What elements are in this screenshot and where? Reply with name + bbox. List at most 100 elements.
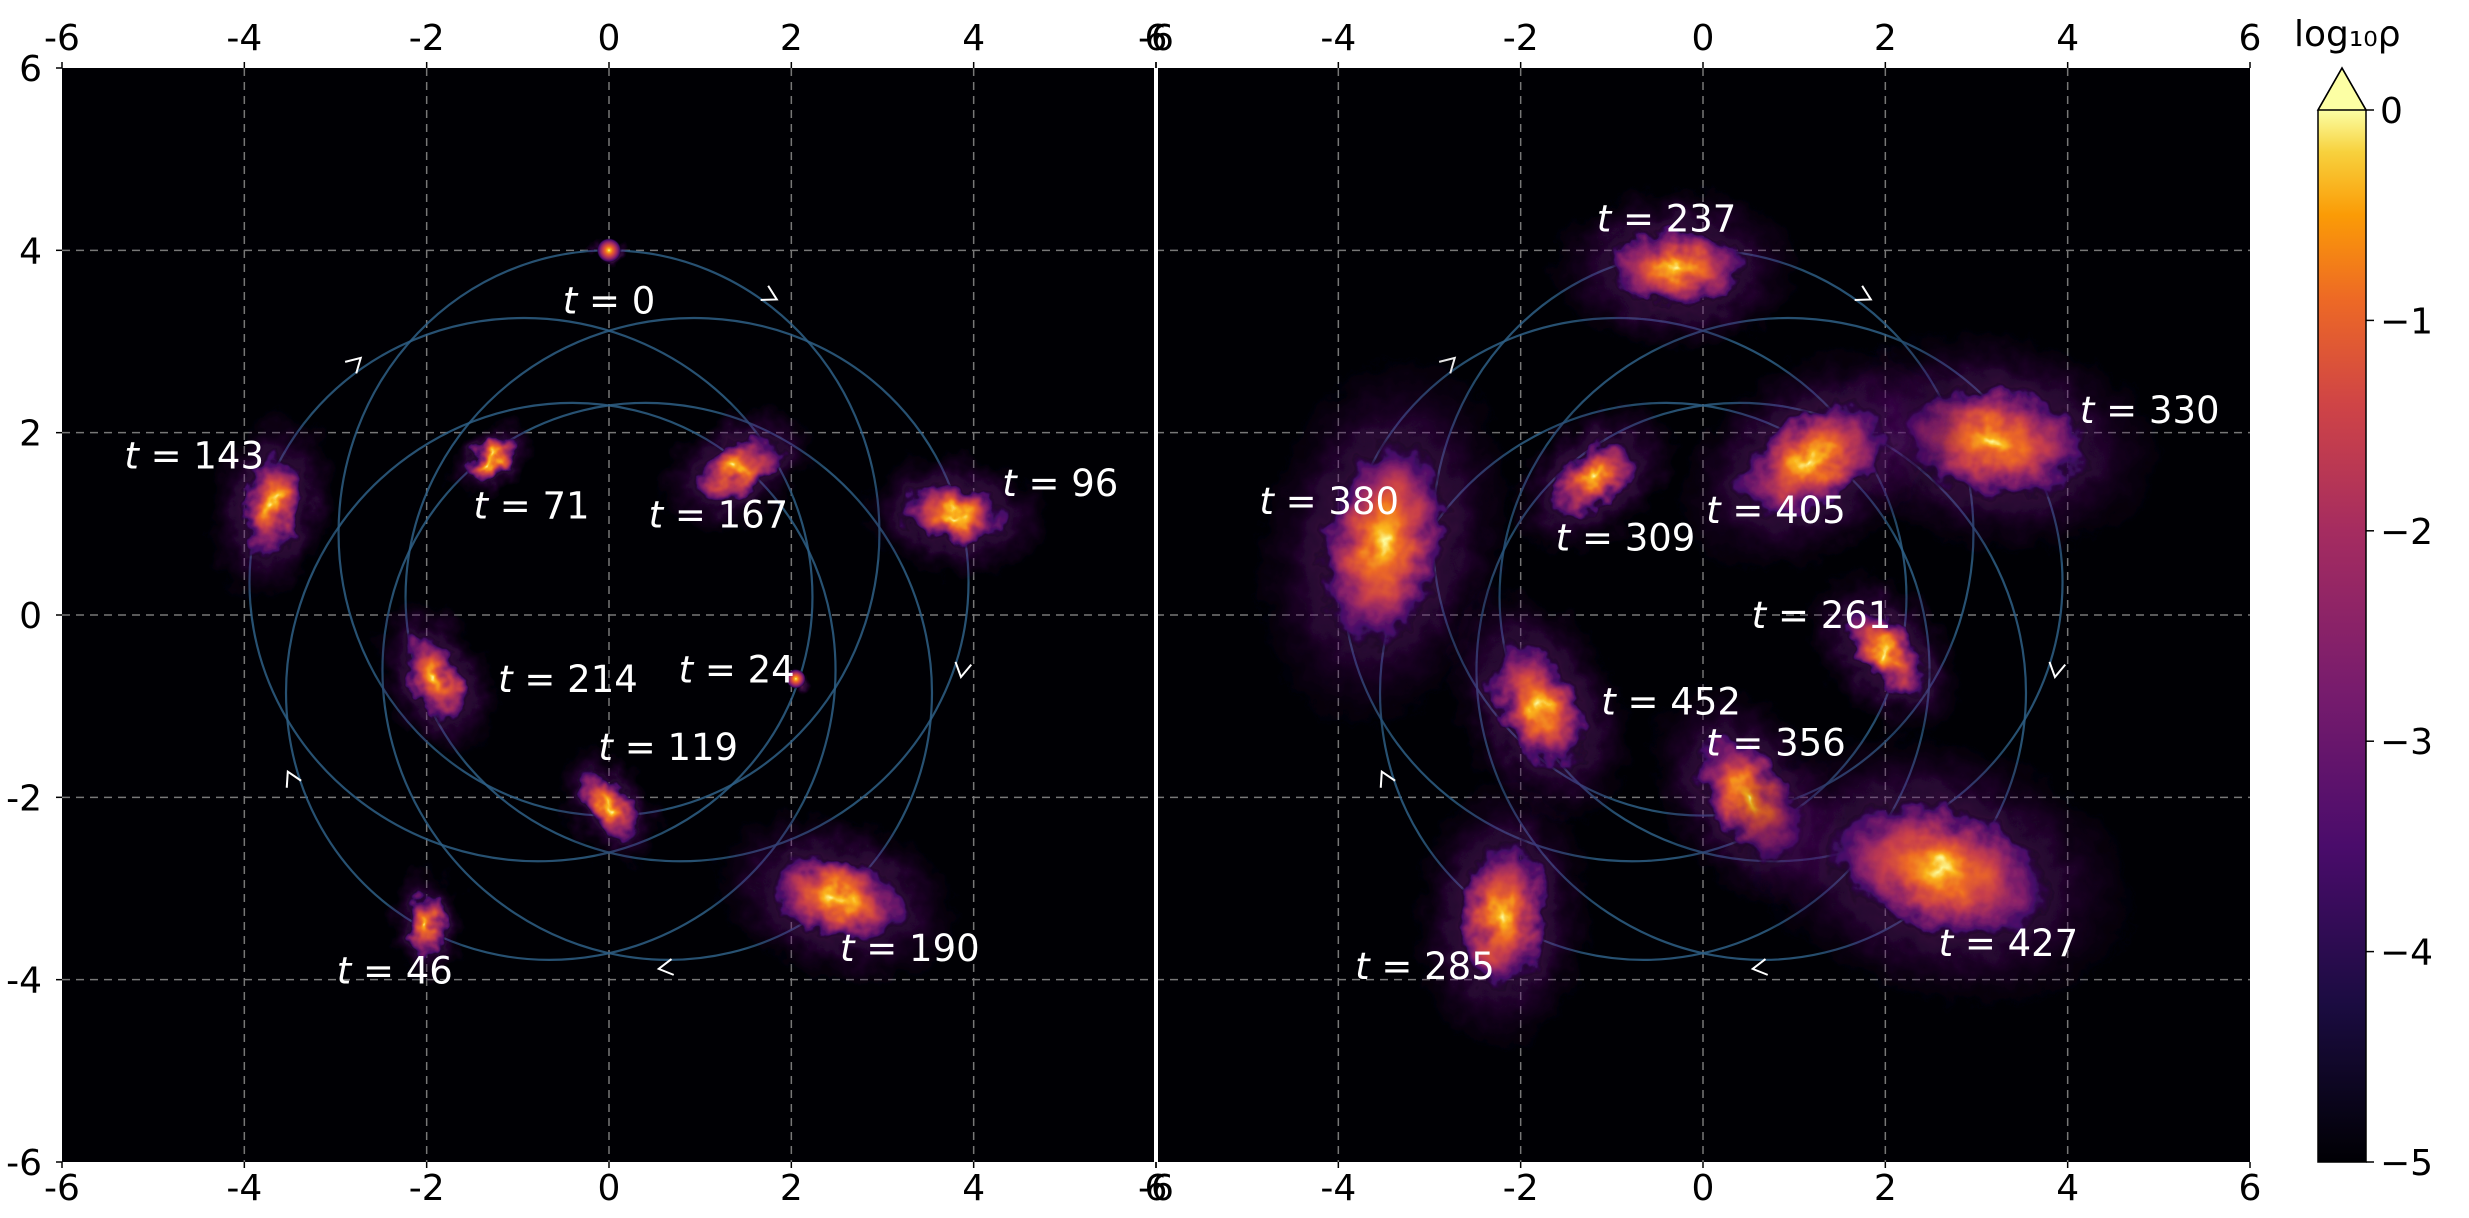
x-tick-label-top: 4 xyxy=(962,18,985,59)
x-tick-label-top: 4 xyxy=(2056,18,2079,59)
snapshot xyxy=(365,589,506,768)
x-tick-label-bottom: 0 xyxy=(1692,1168,1715,1209)
snapshot-time-label: t = 330 xyxy=(2080,389,2220,432)
snapshot-core xyxy=(1319,436,1449,648)
snapshot-time-label: t = 214 xyxy=(498,658,638,701)
orbit-direction-arrow xyxy=(344,356,363,374)
snapshot xyxy=(443,416,538,504)
x-tick-label-top: -4 xyxy=(226,18,262,59)
snapshot-core xyxy=(1547,437,1640,520)
x-tick-label-top: 0 xyxy=(1692,18,1715,59)
snapshot-time-label: t = 119 xyxy=(598,726,738,769)
right-snapshots: t = 237 t = 261 t = 285 t = 309 t = 330 t = 3… xyxy=(1240,175,2220,1070)
snapshot xyxy=(1401,761,1604,1070)
snapshot-core xyxy=(596,238,622,263)
x-tick-label-bottom: 4 xyxy=(2056,1168,2079,1209)
x-tick-label-top: -2 xyxy=(409,18,445,59)
left-snapshots: t = 0 t = 24 t = 46 t = 71 t = 96 t = 119 t = … xyxy=(124,236,1118,996)
snapshot-core xyxy=(902,483,1009,547)
x-tick-label-bottom: -2 xyxy=(409,1168,445,1209)
snapshot xyxy=(1499,391,1688,565)
colorbar-outline xyxy=(2317,66,2367,1163)
left-panel: t = 0 t = 24 t = 46 t = 71 t = 96 t = 119 t = … xyxy=(62,68,1156,1162)
orbit-direction-arrow xyxy=(656,958,675,976)
snapshot-core xyxy=(465,437,516,483)
colorbar-tick-label: −1 xyxy=(2380,301,2433,342)
colorbar-tick-label: −5 xyxy=(2380,1143,2433,1184)
snapshot-core xyxy=(693,435,780,503)
snapshot-time-label: t = 452 xyxy=(1601,681,1741,724)
orbit-direction-arrow xyxy=(285,769,302,788)
snapshot xyxy=(1719,715,2161,1025)
colorbar-tick-label: 0 xyxy=(2380,91,2403,132)
colorbar-tick-label: −3 xyxy=(2380,722,2433,763)
snapshot xyxy=(199,400,344,611)
snapshot-time-label: t = 143 xyxy=(124,434,264,477)
x-tick-label-bottom: 6 xyxy=(1145,1168,1168,1209)
snapshot-core xyxy=(1737,400,1888,520)
snapshot-core xyxy=(578,769,640,844)
x-tick-label-bottom: -6 xyxy=(44,1168,80,1209)
snapshot-time-label: t = 356 xyxy=(1706,722,1846,765)
orbit-direction-arrow xyxy=(760,285,779,301)
orbit-direction-arrow xyxy=(2048,661,2067,680)
x-tick-label-bottom: 0 xyxy=(598,1168,621,1209)
y-tick-label: 4 xyxy=(19,231,42,272)
colorbar-ticks: 0 −1 −2 −3 −4 −5 xyxy=(2366,91,2433,1184)
x-tick-label-bottom: 2 xyxy=(780,1168,803,1209)
colorbar-extend-arrow xyxy=(2316,66,2368,111)
snapshot xyxy=(1533,175,1818,362)
y-tick-label: -6 xyxy=(6,1143,42,1184)
x-tick-label-bottom: 6 xyxy=(2239,1168,2262,1209)
snapshot xyxy=(849,444,1062,586)
snapshot xyxy=(781,664,811,694)
colorbar-label: log₁₀ρ xyxy=(2294,14,2401,55)
snapshot xyxy=(384,861,469,989)
snapshot xyxy=(587,236,631,265)
snapshot xyxy=(649,396,824,542)
snapshot-time-label: t = 237 xyxy=(1597,197,1737,240)
snapshot-time-label: t = 190 xyxy=(840,927,980,970)
x-tick-label-bottom: 4 xyxy=(962,1168,985,1209)
orbit-direction-arrow xyxy=(1750,958,1769,976)
snapshot-core xyxy=(786,668,806,689)
colorbar-tick-label: −4 xyxy=(2380,933,2433,974)
snapshot-time-label: t = 285 xyxy=(1355,945,1495,988)
snapshot xyxy=(1433,572,1644,840)
snapshot-time-label: t = 0 xyxy=(563,279,656,322)
orbit-direction-arrow xyxy=(1854,285,1873,301)
snapshot-time-label: t = 380 xyxy=(1259,480,1399,523)
y-tick-label: -2 xyxy=(6,778,42,819)
snapshot-time-label: t = 24 xyxy=(679,649,795,692)
x-tick-label-top: -4 xyxy=(1320,18,1356,59)
snapshot-core xyxy=(1842,607,1929,696)
x-tick-label-bottom: -6 xyxy=(1138,1168,1174,1209)
snapshot xyxy=(550,739,668,874)
snapshot-core xyxy=(1490,640,1588,773)
x-tick-label-top: -6 xyxy=(1138,18,1174,59)
snapshot-core xyxy=(767,853,907,942)
colorbar-tick-label: −2 xyxy=(2380,512,2433,553)
snapshot-core xyxy=(1457,838,1548,993)
snapshot-core xyxy=(1604,227,1747,310)
snapshot xyxy=(1659,333,1966,587)
snapshot-time-label: t = 261 xyxy=(1752,594,1892,637)
x-tick-label-top: 2 xyxy=(1874,18,1897,59)
snapshot-core xyxy=(406,889,448,961)
snapshot-time-label: t = 427 xyxy=(1939,922,2079,965)
orbit-direction-arrow xyxy=(1379,769,1396,788)
snapshot xyxy=(1796,560,1975,743)
y-tick-label: 2 xyxy=(19,414,42,455)
x-tick-label-bottom: -4 xyxy=(1320,1168,1356,1209)
snapshot xyxy=(697,800,977,996)
x-tick-label-top: 2 xyxy=(780,18,803,59)
x-tick-label-top: 6 xyxy=(2239,18,2262,59)
x-tick-label-top: -2 xyxy=(1503,18,1539,59)
y-tick-label: 6 xyxy=(19,49,42,90)
snapshot-time-label: t = 167 xyxy=(649,494,789,537)
right-panel: t = 237 t = 261 t = 285 t = 309 t = 330 t = 3… xyxy=(1156,68,2250,1162)
snapshot-time-label: t = 71 xyxy=(473,485,589,528)
x-tick-label-top: -6 xyxy=(44,18,80,59)
orbit-direction-arrow xyxy=(954,661,973,680)
